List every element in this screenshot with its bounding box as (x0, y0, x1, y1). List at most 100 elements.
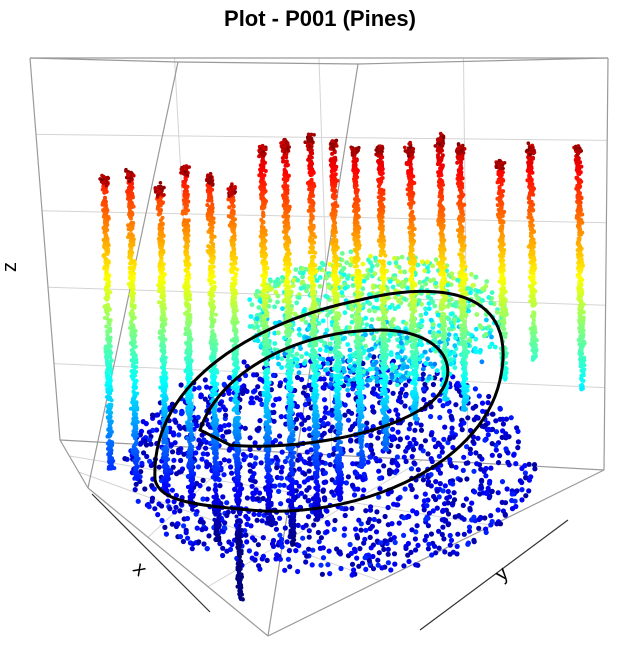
stem-point (183, 332, 188, 336)
ground-point (253, 551, 259, 557)
point-cloud (98, 131, 587, 602)
canopy-point (255, 288, 260, 294)
ground-point (155, 511, 161, 518)
stem-point (103, 234, 108, 239)
canopy-point (446, 332, 452, 337)
canopy-point (341, 272, 347, 278)
stem-point (158, 260, 163, 265)
canopy-point (426, 375, 432, 381)
stem-point (106, 396, 111, 401)
stem-point (106, 452, 111, 457)
ground-point (401, 515, 407, 521)
ground-point (395, 502, 401, 508)
ground-point (132, 487, 138, 493)
canopy-point (434, 368, 440, 374)
ground-point (276, 488, 282, 494)
stem-point (130, 374, 135, 379)
ground-point (436, 545, 442, 551)
stem-point (211, 293, 216, 298)
canopy-point (364, 322, 370, 328)
canopy-point (392, 255, 397, 261)
stem-point (158, 218, 163, 223)
ground-point (526, 461, 532, 467)
canopy-point (272, 304, 277, 310)
ground-point (428, 404, 434, 410)
canopy-point (468, 290, 473, 296)
canopy-point (419, 318, 425, 324)
ground-point (252, 440, 258, 446)
canopy-point (347, 347, 353, 353)
ground-point (509, 497, 515, 504)
stem-point (162, 432, 167, 436)
canopy-point (349, 319, 355, 325)
ground-point (137, 441, 143, 447)
canopy-point (401, 365, 406, 371)
ground-point (375, 435, 381, 441)
ground-point (469, 500, 475, 506)
ground-point (324, 519, 330, 526)
ground-point (302, 402, 308, 408)
stem-point (102, 228, 107, 232)
ground-point (474, 461, 480, 467)
stem-point (105, 261, 110, 266)
ground-point (308, 447, 314, 453)
ground-point (256, 563, 262, 569)
canopy-point (390, 362, 395, 368)
ground-point (390, 434, 396, 440)
ground-point (216, 407, 222, 413)
ground-point (351, 546, 358, 552)
ground-point (405, 444, 411, 450)
stem-point (131, 371, 135, 376)
stem-point (127, 232, 132, 237)
ground-point (221, 524, 227, 531)
ground-point (270, 402, 276, 408)
canopy-point (254, 294, 260, 300)
canopy-point (255, 324, 260, 330)
ground-point (195, 464, 201, 470)
ground-point (226, 539, 232, 545)
ground-point (273, 455, 280, 461)
ground-point (309, 562, 315, 568)
crown-point (104, 176, 109, 181)
ground-point (171, 432, 177, 438)
ground-point (420, 371, 426, 377)
stem-point (107, 460, 112, 465)
ground-point (395, 429, 401, 435)
ground-point (517, 478, 523, 484)
ground-point (249, 535, 256, 541)
stem-point (130, 323, 135, 328)
stem-point (109, 442, 114, 447)
ground-point (322, 497, 328, 503)
ground-point (202, 396, 208, 402)
ground-point (466, 524, 473, 530)
ground-point (461, 420, 467, 426)
ground-point (320, 420, 326, 426)
ground-point (430, 381, 436, 388)
ground-point (503, 416, 509, 422)
ground-point (181, 523, 187, 529)
ground-point (367, 454, 373, 460)
stem-point (207, 290, 212, 295)
stem-point (185, 454, 190, 459)
canopy-point (478, 347, 483, 353)
stem-point (184, 252, 189, 257)
ground-point (345, 474, 351, 480)
stem-point (186, 359, 191, 364)
stem-point (163, 474, 168, 478)
ground-point (482, 437, 488, 443)
canopy-point (474, 312, 480, 317)
ground-point (432, 444, 439, 450)
canopy-point (369, 317, 375, 323)
ground-point (331, 526, 337, 533)
ground-point (202, 377, 208, 383)
ground-point (162, 524, 168, 531)
crown-point (162, 193, 166, 197)
canopy-point (430, 299, 436, 305)
ground-point (425, 546, 431, 552)
ground-point (435, 467, 441, 473)
ground-point (354, 471, 360, 477)
ground-point (306, 468, 312, 474)
ground-point (461, 454, 467, 460)
ground-point (446, 494, 453, 500)
stem-point (105, 290, 110, 295)
